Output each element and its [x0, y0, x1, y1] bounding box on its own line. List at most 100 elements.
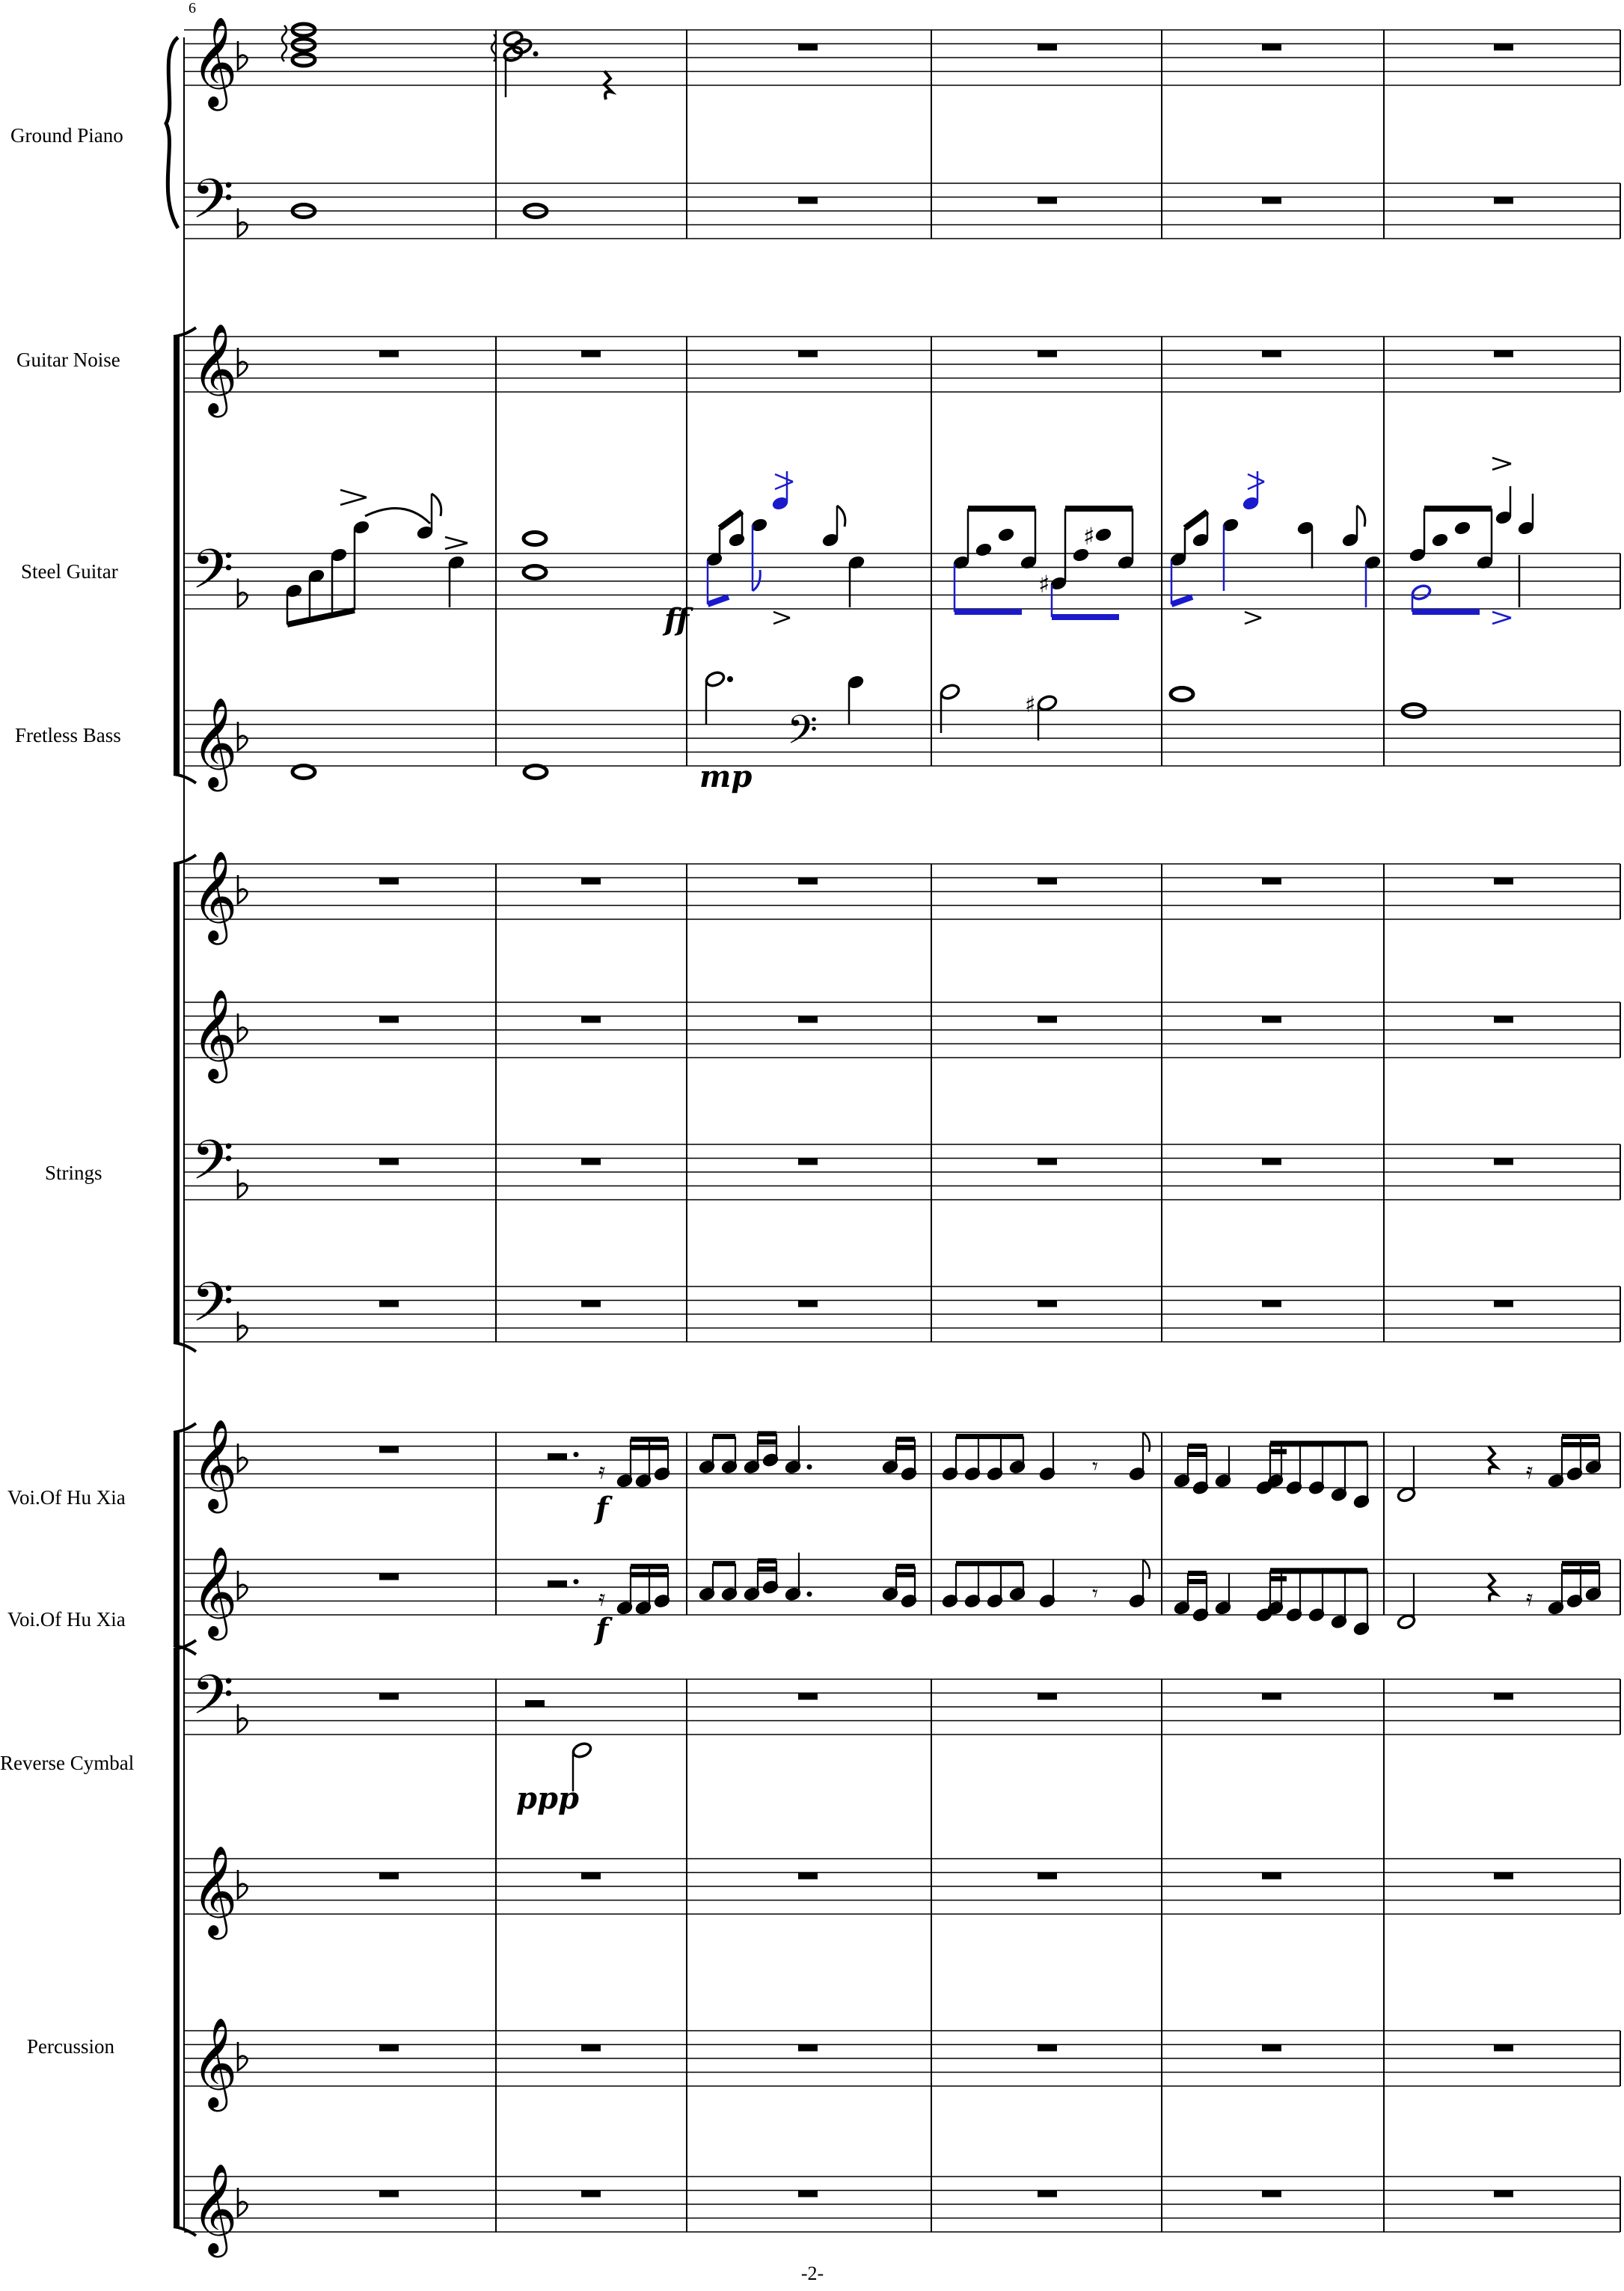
whole-rest: [379, 1300, 399, 1307]
whole-rest: [1038, 43, 1057, 51]
whole-rest: [1494, 877, 1513, 885]
whole-rest: [798, 2044, 818, 2052]
whole-rest: [1262, 877, 1281, 885]
whole-rest: [798, 197, 818, 204]
bass-clef: 𝄢: [191, 1663, 234, 1740]
whole-rest: [1494, 2190, 1513, 2198]
label-guitar-noise: Guitar Noise: [16, 349, 120, 371]
key-flat: [236, 1868, 248, 1900]
svg-text:♯: ♯: [1083, 522, 1094, 550]
voice-notes: 𝄿 𝄾 𝄿 𝄿 𝄾 𝄿: [548, 1425, 1602, 1635]
half-rest: [548, 1453, 567, 1460]
sixteenth-rest: 𝄿: [1526, 1459, 1533, 1485]
voice-line: 𝄿 𝄾 𝄿: [548, 1552, 1602, 1635]
key-flat: [236, 1703, 248, 1734]
whole-rest: [1038, 2044, 1057, 2052]
whole-rest: [379, 1872, 399, 1880]
treble-clef: 𝄞: [191, 696, 237, 791]
label-fretless-bass: Fretless Bass: [15, 724, 121, 746]
whole-rest: [1038, 1872, 1057, 1880]
measure-number: 6: [189, 0, 196, 16]
whole-rest: [1262, 350, 1281, 358]
whole-rest: [1262, 197, 1281, 204]
whole-rest: [581, 1300, 601, 1307]
dynamic-voice-2: f: [593, 1612, 613, 1647]
key-flat: [236, 874, 248, 905]
piano-brace: [164, 36, 180, 230]
label-ground-piano: Ground Piano: [10, 124, 123, 147]
quarter-rest: [1486, 1445, 1501, 1476]
whole-rest: [1262, 1016, 1281, 1023]
dynamic-voice-1: f: [593, 1491, 613, 1526]
whole-rest: [379, 2044, 399, 2052]
treble-clef: 𝄞: [191, 2162, 237, 2257]
whole-rest: [1494, 43, 1513, 51]
whole-rest: [1262, 1872, 1281, 1880]
whole-rest: [1262, 2044, 1281, 2052]
rests: [379, 43, 1513, 2198]
key-flat: [236, 2186, 248, 2218]
treble-clef: 𝄞: [191, 850, 237, 945]
quarter-rest: [1486, 1572, 1501, 1603]
key-flat: [236, 2040, 248, 2072]
dynamic-steel-guitar: ff: [662, 602, 693, 637]
whole-rest: [1262, 1693, 1281, 1700]
label-voice-1: Voi.Of Hu Xia: [7, 1486, 126, 1509]
whole-rest: [1494, 1872, 1513, 1880]
whole-rest: [1494, 197, 1513, 204]
svg-text:𝄢: 𝄢: [787, 708, 818, 763]
treble-clef: 𝄞: [191, 16, 237, 111]
whole-rest: [379, 2190, 399, 2198]
svg-text:♯: ♯: [1025, 692, 1036, 718]
key-flat: [236, 577, 248, 608]
half-rest: [548, 1580, 567, 1587]
whole-rest: [379, 350, 399, 358]
sixteenth-rest: 𝄿: [598, 1459, 605, 1485]
piano-notes: [281, 22, 617, 219]
whole-rest: [798, 2190, 818, 2198]
whole-rest: [581, 350, 601, 358]
label-voice-2: Voi.Of Hu Xia: [7, 1608, 126, 1631]
voice-line: 𝄿 𝄾 𝄿: [548, 1425, 1602, 1508]
whole-rest: [798, 877, 818, 885]
bracket-voices: [174, 1432, 180, 1646]
treble-clef: 𝄞: [191, 322, 237, 417]
label-reverse-cymbal: Reverse Cymbal: [0, 1752, 135, 1774]
whole-rest: [581, 1158, 601, 1165]
whole-rest: [798, 1016, 818, 1023]
whole-rest: [581, 1872, 601, 1880]
whole-rest: [1038, 1016, 1057, 1023]
whole-rest: [1038, 1300, 1057, 1307]
key-flat: [236, 1442, 248, 1473]
bracket-percussion: [174, 1649, 180, 2227]
key-flat: [236, 40, 248, 71]
whole-rest: [1262, 1300, 1281, 1307]
steel-guitar-notes: ♯ ♯: [286, 456, 1534, 628]
clefs: 𝄞 𝄢 𝄞 𝄢 𝄞 𝄞 𝄞 𝄢 𝄢 𝄞 𝄞 𝄢 𝄞 𝄞 𝄞: [191, 16, 248, 2257]
whole-rest: [1038, 877, 1057, 885]
whole-rest: [581, 2044, 601, 2052]
bass-clef: 𝄢: [191, 1270, 234, 1347]
whole-rest: [1494, 1016, 1513, 1023]
key-flat: [236, 1310, 248, 1341]
whole-rest: [798, 1158, 818, 1165]
label-steel-guitar: Steel Guitar: [21, 560, 118, 583]
whole-rest: [379, 1446, 399, 1453]
whole-rest: [379, 877, 399, 885]
whole-rest: [798, 350, 818, 358]
bass-clef: 𝄢: [191, 537, 234, 614]
key-flat: [236, 1569, 248, 1601]
whole-rest: [581, 2190, 601, 2198]
whole-rest: [1494, 1300, 1513, 1307]
whole-rest: [1262, 2190, 1281, 2198]
treble-clef: 𝄞: [191, 1844, 237, 1939]
whole-rest: [379, 1158, 399, 1165]
whole-rest: [1038, 350, 1057, 358]
reverse-cymbal-note: [572, 1742, 592, 1791]
whole-rest: [798, 1872, 818, 1880]
staves: [184, 29, 1620, 2233]
eighth-rest: 𝄾: [1092, 1454, 1098, 1480]
whole-rest: [798, 1693, 818, 1700]
fretless-bass-notes: 𝄢 ♯: [290, 671, 1427, 780]
